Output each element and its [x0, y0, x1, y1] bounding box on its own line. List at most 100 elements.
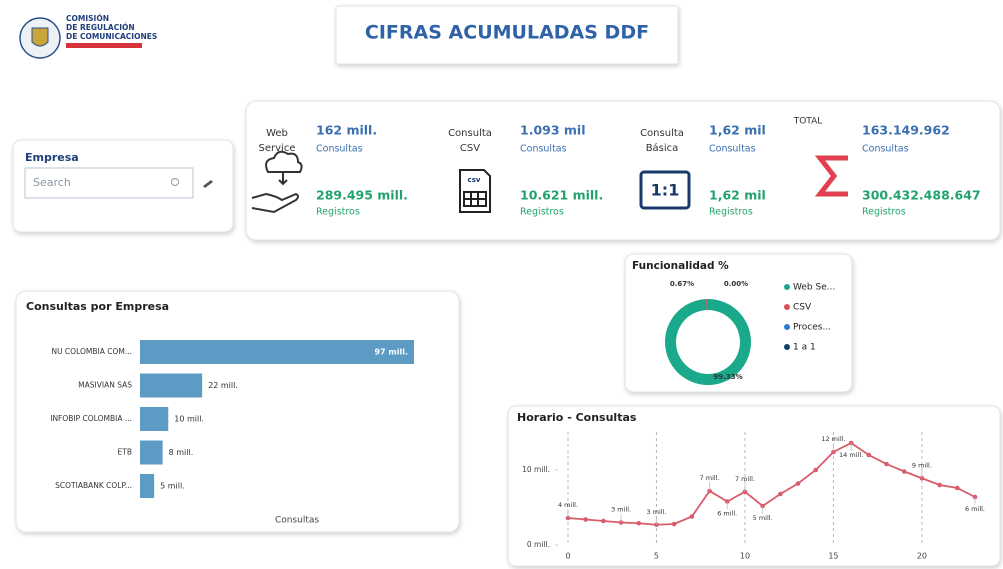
- data-label: 12 mill.: [821, 435, 845, 443]
- data-label: 9 mill.: [912, 461, 932, 469]
- category-label: NU COLOMBIA COM...: [51, 347, 132, 356]
- point: [583, 517, 588, 522]
- kpi-consultas-label: Consultas: [520, 144, 567, 155]
- icon-basica: [639, 170, 691, 210]
- hand: [251, 192, 299, 214]
- kpi-registros-label: Registros: [862, 207, 906, 218]
- y-tick-label: 10 mill.: [522, 465, 550, 474]
- data-label: 97 mill.: [374, 348, 408, 357]
- eraser-icon[interactable]: [203, 180, 213, 188]
- data-label: 5 mill.: [160, 482, 185, 491]
- point: [884, 461, 889, 467]
- point: [689, 514, 695, 519]
- data-label: 0.00%: [724, 280, 748, 288]
- data-label: 7 mill.: [735, 475, 755, 483]
- cloud: [265, 150, 303, 173]
- data-label: 4 mill.: [558, 501, 578, 509]
- point: [778, 491, 783, 497]
- kpi-label: CSV: [460, 143, 480, 154]
- point: [813, 467, 819, 473]
- data-label: 14 mill.: [839, 451, 863, 459]
- icon-csv: [459, 169, 491, 213]
- category-label: ETB: [118, 448, 132, 457]
- x-tick-label: 0: [565, 552, 570, 561]
- chart-title: Funcionalidad %: [632, 260, 729, 272]
- kpi-consultas-label: Consultas: [862, 144, 909, 155]
- kpi-consultas: 1.093 mil: [520, 123, 586, 138]
- logo-text: DE REGULACIÓN: [66, 23, 135, 32]
- bar: [140, 440, 163, 465]
- data-label: 22 mill.: [208, 381, 238, 390]
- bar: [140, 340, 414, 364]
- category-label: MASIVIAN SAS: [78, 381, 132, 390]
- icon-text: csv: [468, 176, 481, 184]
- grid-lines: [464, 192, 486, 206]
- x-tick-label: 10: [740, 552, 750, 561]
- data-label: 5 mill.: [753, 514, 773, 522]
- kpi-card: [245, 100, 1001, 241]
- sheet: [459, 169, 491, 213]
- x-tick-label: 5: [654, 552, 659, 561]
- logo-bar: [66, 43, 142, 48]
- title-card: [335, 5, 679, 65]
- legend-label: Proces...: [793, 323, 831, 333]
- line-card: [507, 405, 1001, 567]
- category-label: INFOBIP COLOMBIA ...: [50, 414, 132, 423]
- kpi-label: Service: [259, 143, 296, 154]
- kpi-registros: 300.432.488.647: [862, 188, 981, 203]
- legend-label: 1 a 1: [793, 343, 816, 353]
- kpi-consultas-label: Consultas: [316, 144, 363, 155]
- legend-swatch: [784, 344, 790, 350]
- x-tick-label: 20: [917, 552, 927, 561]
- point: [601, 518, 606, 524]
- kpi-registros: 289.495 mill.: [316, 188, 408, 203]
- line: [567, 441, 976, 526]
- filter-label: Empresa: [25, 151, 79, 164]
- point: [866, 452, 872, 458]
- bar-card: [15, 290, 460, 533]
- legend-swatch: [784, 284, 790, 290]
- legend-label: CSV: [793, 303, 812, 313]
- kpi-label: Consulta: [640, 128, 684, 139]
- kpi-consultas: 163.149.962: [862, 123, 950, 138]
- axis-title: Consultas: [275, 516, 319, 526]
- search-icon: [171, 178, 179, 186]
- kpi-label: Consulta: [448, 128, 492, 139]
- search-placeholder: Search: [33, 176, 71, 189]
- logo-shield: [31, 27, 49, 47]
- point: [636, 520, 642, 526]
- bar: [140, 474, 155, 498]
- kpi-label: Web: [266, 128, 288, 139]
- line-chart: 0 5 10 15 20 0 mill. 10 mill. 4 mill. 3 mill. 3 m…: [522, 432, 985, 561]
- kpi-consultas: 162 mill.: [316, 123, 377, 138]
- x-tick-label: 15: [828, 552, 838, 561]
- search-box[interactable]: [24, 167, 194, 199]
- data-label: 7 mill.: [700, 474, 720, 482]
- icon-web-service: [251, 150, 303, 214]
- data-label: 6 mill.: [717, 510, 737, 518]
- data-label: 6 mill.: [965, 505, 985, 513]
- bar: [140, 373, 203, 398]
- point: [955, 485, 960, 491]
- kpi-consultas: 1,62 mil: [709, 123, 766, 138]
- kpi-label: Básica: [646, 142, 679, 154]
- bar: [140, 407, 169, 431]
- kpi-registros-label: Registros: [520, 207, 564, 218]
- kpi-registros: 1,62 mil: [709, 188, 766, 203]
- data-label: 3 mill.: [611, 506, 631, 514]
- donut-chart: 99.33% Web Se... 0.67% CSV 0.00% Proces... 1 a…: [664, 280, 835, 385]
- data-label: 10 mill.: [174, 415, 204, 424]
- data-label: 3 mill.: [646, 508, 666, 516]
- icon-text: 1:1: [651, 181, 680, 200]
- legend-swatch: [784, 324, 790, 330]
- kpi-label: TOTAL: [793, 117, 823, 127]
- data-label: 99.33%: [713, 373, 742, 381]
- page-title: CIFRAS ACUMULADAS DDF: [365, 22, 649, 44]
- data-label: 8 mill.: [169, 448, 194, 457]
- arrow: [278, 172, 288, 186]
- icon-sigma: [814, 155, 848, 197]
- logo-text: DE COMUNICACIONES: [66, 32, 157, 41]
- legend-label: Web Se...: [793, 283, 835, 293]
- point: [901, 469, 907, 474]
